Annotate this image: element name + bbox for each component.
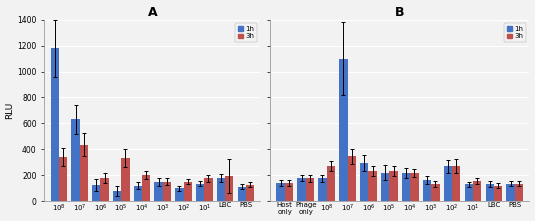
Bar (515, 184, 523, 201)
Bar (163, 182, 171, 201)
Title: A: A (148, 6, 157, 19)
Bar (444, 166, 452, 201)
Bar (318, 178, 326, 201)
Bar (59, 157, 67, 201)
Bar (238, 187, 246, 201)
Bar (464, 184, 473, 201)
Bar (494, 185, 502, 201)
Bar (134, 185, 142, 201)
Bar (326, 166, 335, 201)
Bar (155, 182, 163, 201)
Bar (101, 178, 109, 201)
Bar (297, 178, 305, 201)
Legend: 1h, 3h: 1h, 3h (504, 23, 526, 42)
Bar (452, 166, 461, 201)
Bar (360, 163, 369, 201)
Bar (277, 183, 285, 201)
Bar (486, 184, 494, 201)
Bar (71, 120, 80, 201)
Bar (369, 171, 377, 201)
Bar (175, 188, 184, 201)
Bar (121, 158, 129, 201)
Bar (285, 183, 293, 201)
Bar (423, 180, 431, 201)
Bar (113, 191, 121, 201)
Bar (389, 171, 398, 201)
Bar (225, 176, 233, 201)
Bar (305, 178, 314, 201)
Bar (51, 48, 59, 201)
Bar (204, 178, 212, 201)
Legend: 1h, 3h: 1h, 3h (235, 23, 257, 42)
Bar (381, 173, 389, 201)
Title: B: B (395, 6, 404, 19)
Bar (410, 173, 418, 201)
Bar (507, 184, 515, 201)
Bar (473, 181, 482, 201)
Bar (217, 178, 225, 201)
Bar (348, 156, 356, 201)
Bar (184, 182, 192, 201)
Bar (402, 173, 410, 201)
Bar (142, 175, 150, 201)
Bar (80, 145, 88, 201)
Bar (92, 185, 101, 201)
Bar (339, 59, 348, 201)
Bar (196, 184, 204, 201)
Bar (431, 184, 440, 201)
Y-axis label: RLU: RLU (5, 102, 14, 119)
Bar (246, 185, 254, 201)
